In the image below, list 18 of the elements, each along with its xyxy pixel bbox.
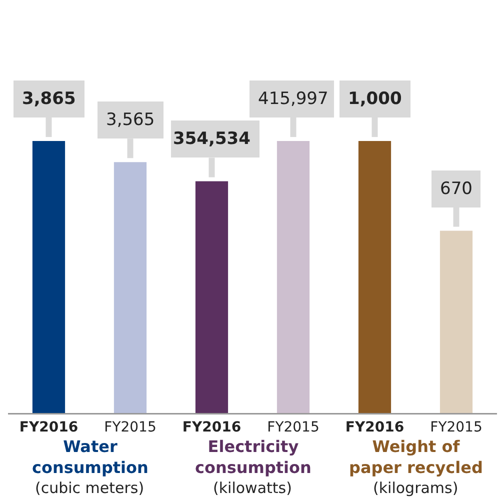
data-label: 670 bbox=[440, 179, 472, 199]
data-label: 415,997 bbox=[258, 89, 328, 109]
text: (kilowatts) bbox=[213, 479, 292, 497]
text: (kilograms) bbox=[373, 479, 458, 497]
x-tick-label: FY2015 bbox=[267, 419, 320, 436]
x-tick-label: FY2016 bbox=[345, 419, 404, 436]
x-tick-label: FY2016 bbox=[19, 419, 78, 436]
data-label: 3,565 bbox=[106, 110, 155, 130]
data-label: 354,534 bbox=[173, 129, 251, 149]
data-label: 3,865 bbox=[22, 89, 76, 109]
text: (cubic meters) bbox=[35, 479, 144, 497]
x-tick-label: FY2015 bbox=[430, 419, 482, 436]
x-tick-label: FY2016 bbox=[182, 419, 242, 436]
x-tick-label: FY2015 bbox=[104, 419, 156, 436]
data-label: 1,000 bbox=[348, 89, 402, 109]
x-axis-title: Water consumption bbox=[32, 437, 148, 477]
x-axis-title: Electricity consumption bbox=[195, 437, 312, 477]
x-axis-title: Weight of paper recycled bbox=[349, 437, 483, 477]
